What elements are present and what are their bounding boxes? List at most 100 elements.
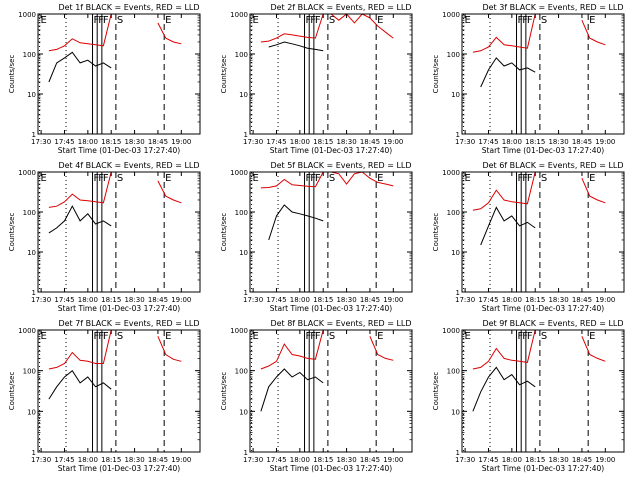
marker-label: S bbox=[541, 15, 547, 26]
x-tick-label: 18:30 bbox=[336, 296, 356, 304]
marker-label: S bbox=[329, 173, 335, 184]
y-tick-label: 1 bbox=[32, 289, 36, 297]
y-tick-label: 1 bbox=[244, 449, 248, 457]
panel-title: Det 9f BLACK = Events, RED = LLD bbox=[482, 319, 623, 328]
y-tick-label: 1000 bbox=[18, 327, 36, 335]
x-tick-label: 17:45 bbox=[54, 138, 74, 146]
marker-label: F bbox=[103, 331, 109, 342]
x-tick-label: 18:15 bbox=[101, 456, 121, 464]
x-tick-label: 18:00 bbox=[78, 296, 98, 304]
x-tick-label: 18:30 bbox=[548, 296, 568, 304]
y-tick-label: 10 bbox=[27, 408, 36, 416]
y-tick-label: 1000 bbox=[230, 327, 248, 335]
x-tick-label: 17:30 bbox=[243, 296, 263, 304]
plot-frame bbox=[37, 13, 201, 135]
series-line-events bbox=[269, 205, 370, 240]
marker-label: F bbox=[518, 331, 524, 342]
marker-label: E bbox=[253, 331, 259, 342]
y-tick-label: 10 bbox=[239, 408, 248, 416]
series-line-events bbox=[269, 42, 370, 51]
y-tick-label: 1000 bbox=[230, 11, 248, 19]
x-tick-label: 19:00 bbox=[383, 456, 403, 464]
y-tick-label: 1000 bbox=[18, 11, 36, 19]
marker-label: F bbox=[518, 15, 524, 26]
marker-label: E bbox=[253, 173, 259, 184]
marker-label: F bbox=[315, 173, 321, 184]
x-tick-label: 18:15 bbox=[525, 296, 545, 304]
x-tick-label: 18:45 bbox=[572, 456, 592, 464]
x-tick-label: 18:15 bbox=[313, 456, 333, 464]
series-line-lld bbox=[48, 171, 182, 208]
x-axis-label: Start Time (01-Dec-03 17:27:40) bbox=[482, 464, 604, 473]
y-tick-label: 10 bbox=[451, 249, 460, 257]
marker-label: F bbox=[98, 15, 104, 26]
x-tick-label: 18:45 bbox=[572, 138, 592, 146]
y-tick-label: 1 bbox=[456, 131, 460, 139]
marker-label: S bbox=[541, 173, 547, 184]
plot-frame bbox=[249, 171, 413, 293]
x-tick-label: 19:00 bbox=[595, 296, 615, 304]
marker-label: F bbox=[315, 331, 321, 342]
x-tick-label: 18:45 bbox=[360, 138, 380, 146]
y-axis-label: Counts/sec bbox=[220, 213, 228, 252]
y-tick-label: 1000 bbox=[442, 327, 460, 335]
x-tick-label: 17:30 bbox=[243, 456, 263, 464]
y-tick-label: 1000 bbox=[442, 11, 460, 19]
y-tick-label: 1 bbox=[456, 449, 460, 457]
plot-frame bbox=[249, 13, 413, 135]
marker-label: S bbox=[541, 331, 547, 342]
y-axis-label: Counts/sec bbox=[432, 55, 440, 94]
x-tick-label: 18:30 bbox=[548, 456, 568, 464]
x-axis-label: Start Time (01-Dec-03 17:27:40) bbox=[270, 304, 392, 313]
marker-label: F bbox=[98, 331, 104, 342]
marker-label: F bbox=[310, 331, 316, 342]
marker-label: E bbox=[41, 173, 47, 184]
y-tick-label: 10 bbox=[451, 91, 460, 99]
y-tick-label: 10 bbox=[451, 408, 460, 416]
y-tick-label: 100 bbox=[447, 209, 460, 217]
x-axis-label: Start Time (01-Dec-03 17:27:40) bbox=[482, 146, 604, 155]
x-tick-label: 19:00 bbox=[171, 138, 191, 146]
y-tick-label: 100 bbox=[447, 368, 460, 376]
marker-label: E bbox=[165, 173, 171, 184]
panel-title: Det 4f BLACK = Events, RED = LLD bbox=[58, 161, 199, 170]
x-axis-label: Start Time (01-Dec-03 17:27:40) bbox=[482, 304, 604, 313]
marker-label: E bbox=[165, 15, 171, 26]
marker-label: E bbox=[465, 15, 471, 26]
x-tick-label: 17:45 bbox=[266, 138, 286, 146]
x-tick-label: 17:45 bbox=[266, 456, 286, 464]
series-line-lld bbox=[260, 329, 394, 370]
x-tick-label: 18:15 bbox=[313, 296, 333, 304]
x-tick-label: 17:30 bbox=[31, 138, 51, 146]
marker-label: E bbox=[589, 173, 595, 184]
y-axis-label: Counts/sec bbox=[220, 55, 228, 94]
x-tick-label: 18:00 bbox=[78, 456, 98, 464]
panel-title: Det 1f BLACK = Events, RED = LLD bbox=[58, 3, 199, 12]
x-tick-label: 18:45 bbox=[572, 296, 592, 304]
y-tick-label: 100 bbox=[447, 51, 460, 59]
series-line-lld bbox=[472, 329, 606, 370]
y-tick-label: 10 bbox=[239, 91, 248, 99]
series-line-lld bbox=[48, 13, 182, 52]
panel-title: Det 7f BLACK = Events, RED = LLD bbox=[58, 319, 199, 328]
marker-label: F bbox=[527, 15, 533, 26]
y-tick-label: 1 bbox=[32, 449, 36, 457]
marker-label: S bbox=[117, 173, 123, 184]
marker-label: E bbox=[377, 15, 383, 26]
x-tick-label: 18:00 bbox=[290, 456, 310, 464]
y-tick-label: 1000 bbox=[230, 169, 248, 177]
marker-label: F bbox=[103, 173, 109, 184]
x-axis-label: Start Time (01-Dec-03 17:27:40) bbox=[58, 146, 180, 155]
marker-label: E bbox=[589, 331, 595, 342]
x-tick-label: 18:45 bbox=[148, 456, 168, 464]
y-tick-label: 1 bbox=[32, 131, 36, 139]
marker-label: S bbox=[329, 331, 335, 342]
marker-label: F bbox=[306, 331, 312, 342]
marker-label: F bbox=[94, 173, 100, 184]
y-tick-label: 1 bbox=[244, 131, 248, 139]
plot-frame bbox=[461, 171, 625, 293]
